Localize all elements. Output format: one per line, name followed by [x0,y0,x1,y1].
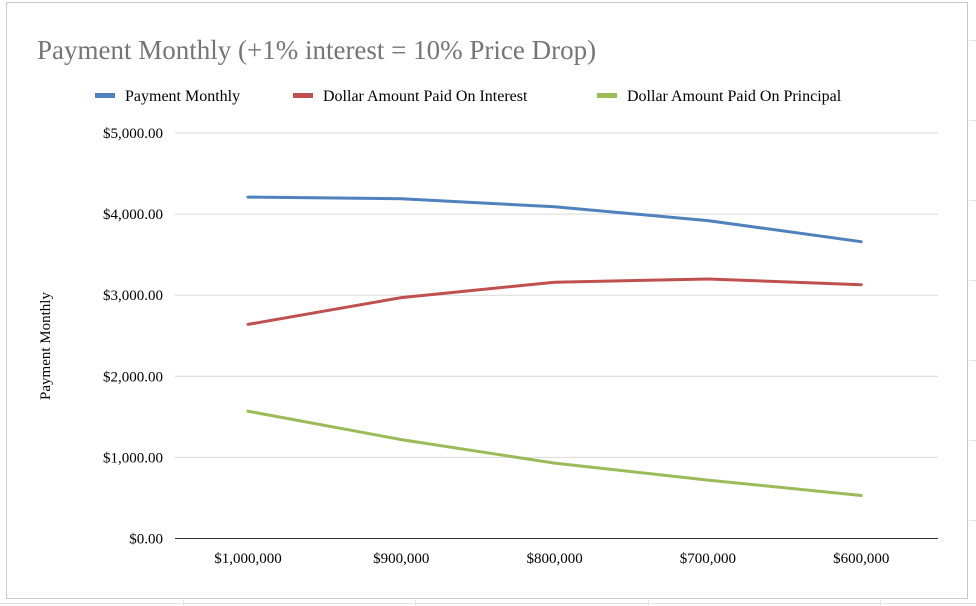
y-axis-ticks: $0.00 $1,000.00 $2,000.00 $3,000.00 $4,000.0… [103,126,163,548]
legend-item: Payment Monthly [95,88,240,105]
series-line [246,277,863,326]
x-axis-ticks: $1,000,000 $900,000 $800,000 $700,000 $600,0… [214,551,889,567]
y-axis-label: Payment Monthly [38,292,54,400]
legend-label: Dollar Amount Paid On Interest [323,88,528,105]
legend-label: Payment Monthly [125,88,240,105]
legend-swatch [95,93,115,98]
x-tick-label: $1,000,000 [214,551,282,567]
x-tick-label: $800,000 [526,551,582,567]
x-tick-label: $600,000 [833,551,889,567]
x-tick-label: $900,000 [373,551,429,567]
legend-label: Dollar Amount Paid On Principal [627,88,842,105]
series-line [246,195,863,244]
y-tick-label: $3,000.00 [103,288,163,304]
x-tick-label: $700,000 [680,551,736,567]
legend: Payment Monthly Dollar Amount Paid On Int… [95,88,842,105]
gridlines [175,132,938,458]
legend-item: Dollar Amount Paid On Principal [597,88,842,105]
legend-swatch [293,93,313,98]
legend-item: Dollar Amount Paid On Interest [293,88,528,105]
y-tick-label: $4,000.00 [103,207,163,223]
y-tick-label: $5,000.00 [103,126,163,142]
y-tick-label: $0.00 [129,532,163,548]
legend-swatch [597,93,617,98]
y-tick-label: $2,000.00 [103,369,163,385]
series-lines [246,195,863,497]
chart-title: Payment Monthly (+1% interest = 10% Pric… [37,35,596,65]
y-tick-label: $1,000.00 [103,450,163,466]
series-line [246,409,863,497]
chart-frame[interactable] [6,2,968,599]
